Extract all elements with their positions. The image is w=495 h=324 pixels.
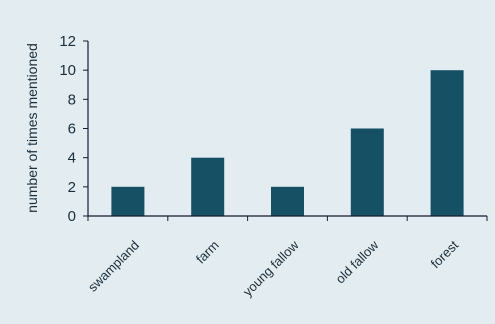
- bar-farm: [191, 157, 225, 216]
- y-tick-label-0: 0: [68, 208, 76, 225]
- y-axis: 0 2 4 6 8 10 12: [59, 33, 89, 225]
- bars-group: [111, 70, 464, 216]
- y-axis-label: number of times mentioned: [24, 43, 40, 213]
- y-tick-label-12: 12: [59, 33, 76, 50]
- bar-young-fallow: [271, 186, 304, 216]
- y-tick-label-6: 6: [68, 121, 76, 138]
- bar-forest: [430, 70, 464, 216]
- bar-swampland: [111, 186, 145, 216]
- bar-old-fallow: [350, 128, 384, 216]
- y-tick-label-4: 4: [68, 150, 76, 167]
- y-tick-label-8: 8: [68, 91, 76, 108]
- y-tick-label-10: 10: [59, 62, 76, 79]
- y-tick-label-2: 2: [68, 179, 76, 196]
